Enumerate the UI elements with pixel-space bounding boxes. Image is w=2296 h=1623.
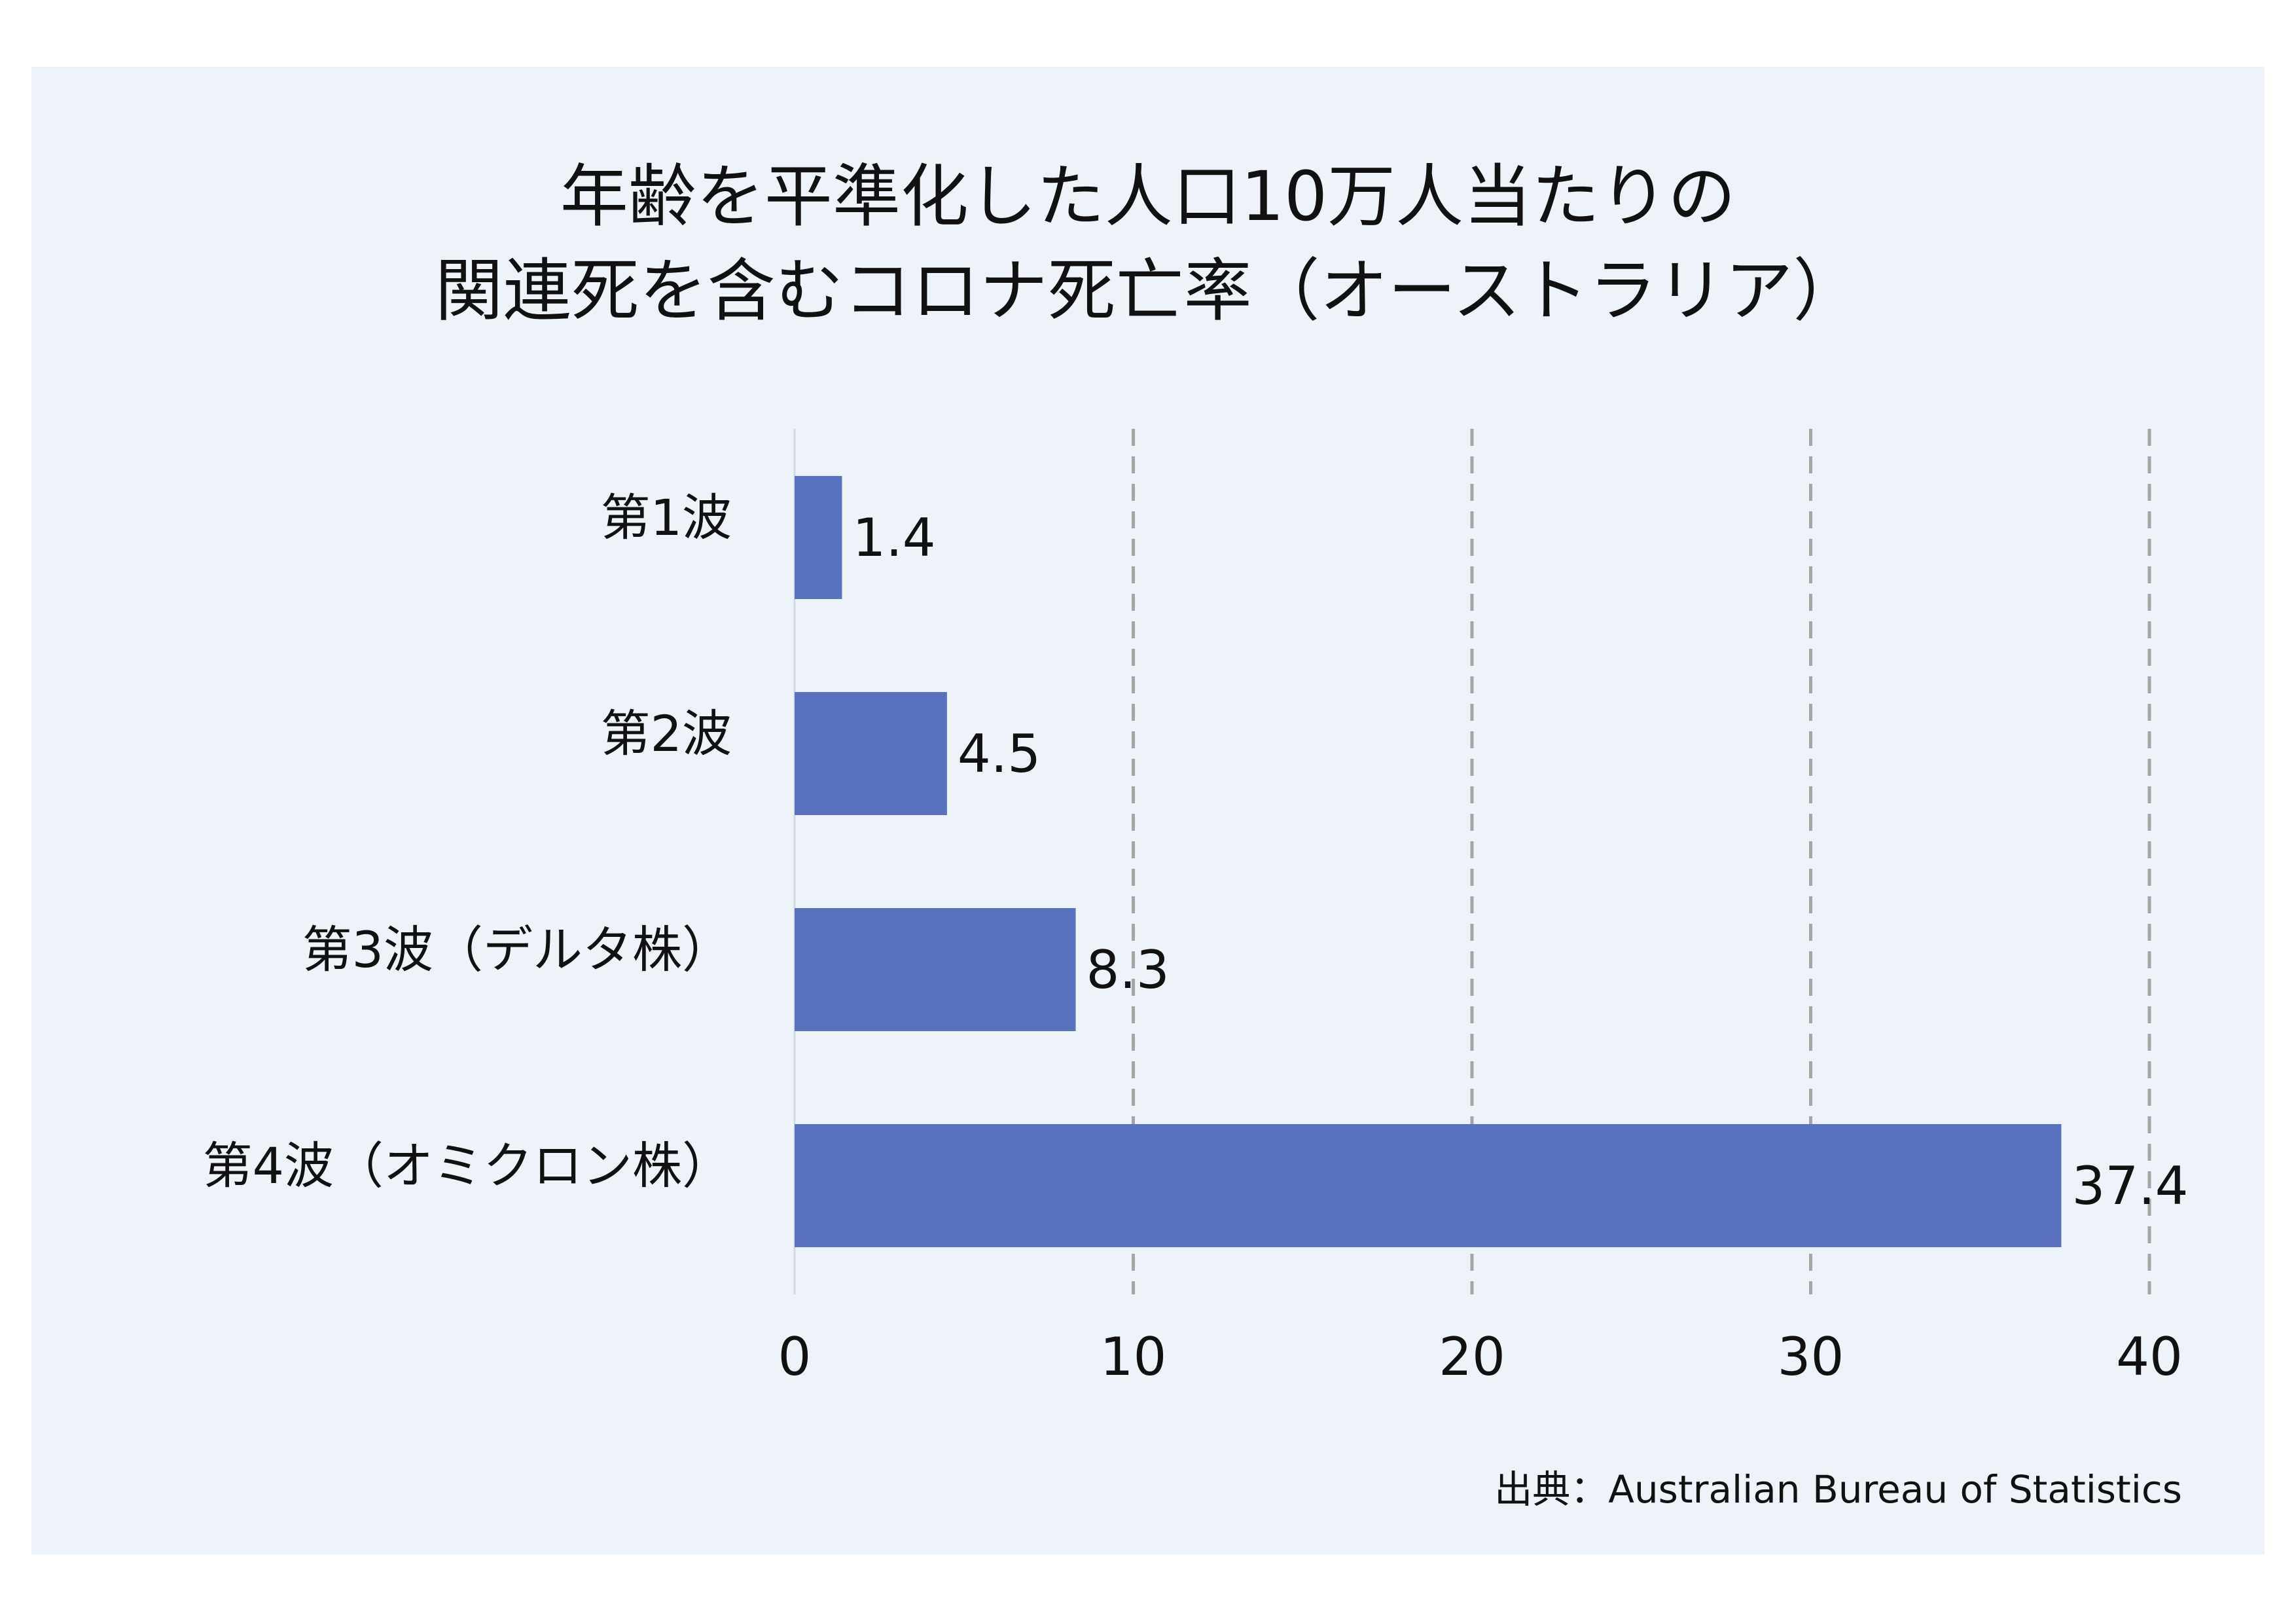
bar-value-label-4: 37.4: [2072, 1156, 2188, 1216]
bar-value-label-1: 1.4: [852, 507, 935, 568]
category-label-3: 第3波（デルタ株）: [302, 921, 732, 979]
category-label-2: 第2波: [601, 704, 732, 763]
bar-value-label-2: 4.5: [958, 723, 1041, 784]
bar-3: [795, 908, 1076, 1031]
category-label-4: 第4波（オミクロン株）: [203, 1137, 732, 1195]
bar-2: [795, 692, 947, 815]
bar-4: [795, 1124, 2062, 1247]
x-tick-label-1: 10: [1100, 1326, 1167, 1387]
chart-panel: [31, 67, 2265, 1554]
bar-value-label-3: 8.3: [1086, 939, 1170, 1000]
x-tick-label-4: 40: [2116, 1326, 2183, 1387]
x-tick-label-2: 20: [1439, 1326, 1505, 1387]
chart-title-line-1: 年齢を平準化した人口10万人当たりの: [560, 156, 1736, 236]
x-tick-label-0: 0: [778, 1326, 812, 1387]
category-label-1: 第1波: [601, 488, 732, 547]
source-note: 出典：Australian Bureau of Statistics: [1494, 1467, 2182, 1512]
chart-title-line-2: 関連死を含むコロナ死亡率（オーストラリア）: [435, 251, 1861, 331]
x-tick-label-3: 30: [1778, 1326, 1844, 1387]
bar-1: [795, 476, 842, 599]
